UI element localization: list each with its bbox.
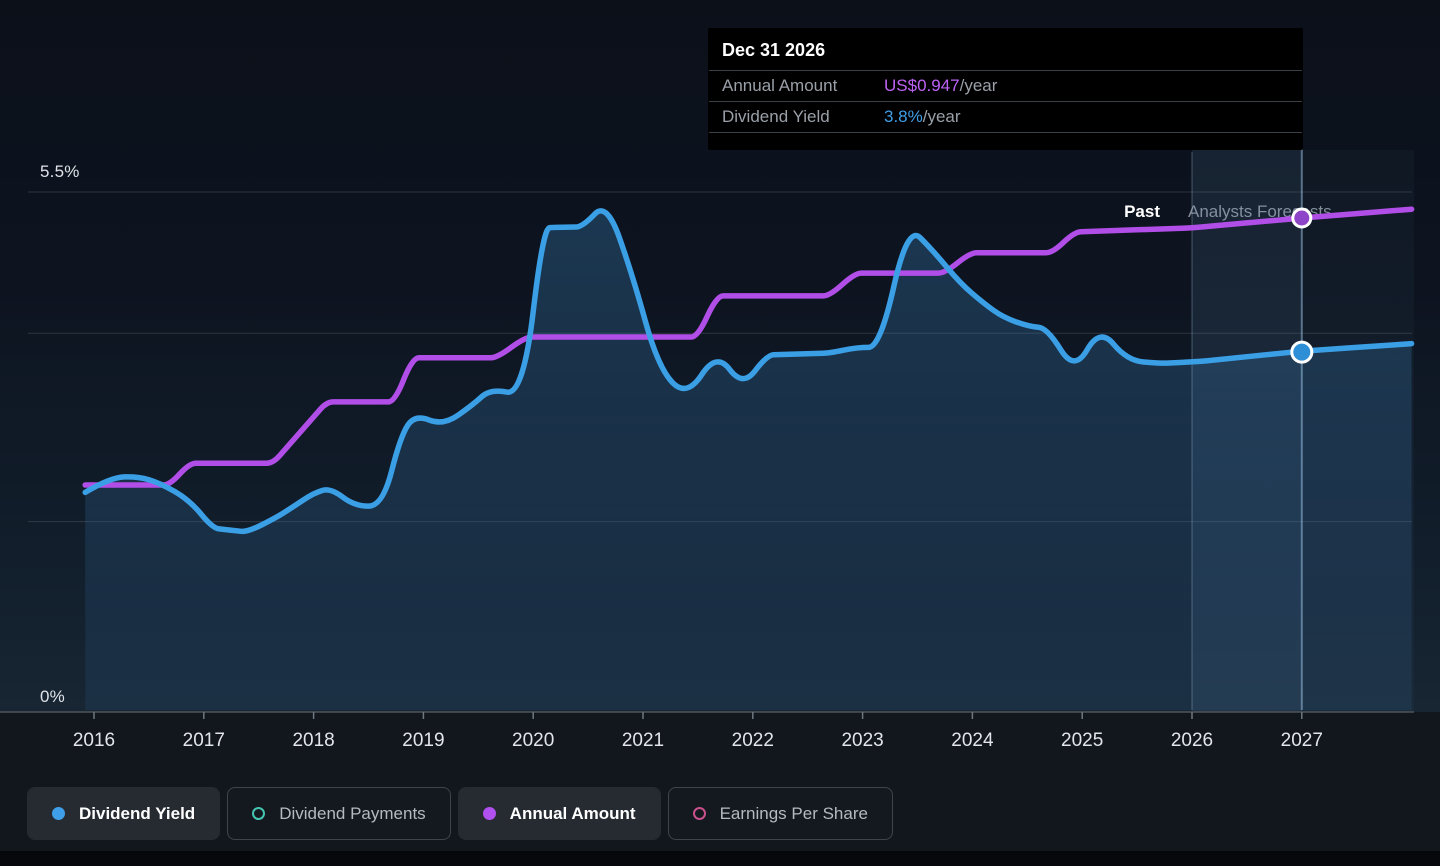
legend-label: Annual Amount bbox=[509, 803, 636, 823]
dividend-yield-dot-icon bbox=[52, 807, 65, 820]
dividend-yield-area bbox=[85, 210, 1412, 710]
legend-button-annual-amount[interactable]: Annual Amount bbox=[457, 787, 661, 840]
bottom-strip bbox=[0, 851, 1440, 866]
earnings-per-share-ring-icon bbox=[692, 807, 706, 820]
tooltip-dividend-yield-label: Dividend Yield bbox=[722, 107, 830, 126]
tooltip-row-dividend-yield: Dividend Yield 3.8%/year bbox=[708, 102, 1303, 132]
dividend-yield-line bbox=[82, 208, 1415, 535]
tooltip-dividend-yield-suffix: /year bbox=[922, 107, 961, 126]
hover-tooltip: Dec 31 2026 Annual Amount US$0.947/year … bbox=[708, 28, 1303, 150]
x-axis-year-label: 2022 bbox=[731, 730, 774, 751]
legend-button-dividend-yield[interactable]: Dividend Yield bbox=[27, 787, 221, 840]
x-axis-year-label: 2026 bbox=[1170, 730, 1214, 751]
tooltip-annual-amount-suffix: /year bbox=[959, 76, 998, 95]
x-axis-year-label: 2019 bbox=[402, 730, 445, 751]
annual-amount-hover-marker bbox=[1291, 207, 1313, 229]
dividend-payments-ring-icon bbox=[252, 807, 266, 820]
tooltip-date: Dec 31 2026 bbox=[722, 40, 826, 60]
x-axis-year-label: 2021 bbox=[621, 730, 665, 751]
x-axis-year-label: 2023 bbox=[841, 730, 884, 751]
legend-button-earnings-per-share[interactable]: Earnings Per Share bbox=[667, 787, 893, 840]
x-axis-year-label: 2020 bbox=[512, 730, 555, 751]
legend: Dividend Yield Dividend Payments Annual … bbox=[27, 787, 893, 840]
legend-label: Earnings Per Share bbox=[719, 803, 868, 823]
legend-label: Dividend Payments bbox=[279, 803, 426, 823]
x-axis-year-label: 2024 bbox=[951, 730, 994, 751]
y-axis-min-label: 0% bbox=[40, 687, 65, 706]
dividend-yield-hover-marker bbox=[1290, 340, 1314, 364]
x-axis-year-label: 2017 bbox=[182, 730, 225, 751]
tooltip-divider bbox=[709, 101, 1302, 102]
tooltip-divider bbox=[709, 70, 1302, 71]
tooltip-divider bbox=[709, 132, 1302, 133]
tooltip-row-annual-amount: Annual Amount US$0.947/year bbox=[708, 71, 1303, 101]
past-label: Past bbox=[1124, 202, 1160, 221]
tooltip-dividend-yield-value: 3.8% bbox=[884, 107, 923, 126]
y-axis-max-label: 5.5% bbox=[40, 162, 80, 181]
x-axis-year-label: 2016 bbox=[72, 730, 116, 751]
legend-label: Dividend Yield bbox=[79, 803, 196, 823]
x-axis-year-label: 2027 bbox=[1280, 730, 1323, 751]
tooltip-annual-amount-value: US$0.947 bbox=[884, 76, 960, 95]
x-axis-year-label: 2018 bbox=[292, 730, 335, 751]
annual-amount-dot-icon bbox=[482, 807, 496, 820]
x-axis-year-label: 2025 bbox=[1061, 730, 1104, 751]
tooltip-annual-amount-label: Annual Amount bbox=[722, 76, 838, 95]
legend-button-dividend-payments[interactable]: Dividend Payments bbox=[227, 787, 451, 840]
annual-amount-line bbox=[82, 206, 1415, 488]
